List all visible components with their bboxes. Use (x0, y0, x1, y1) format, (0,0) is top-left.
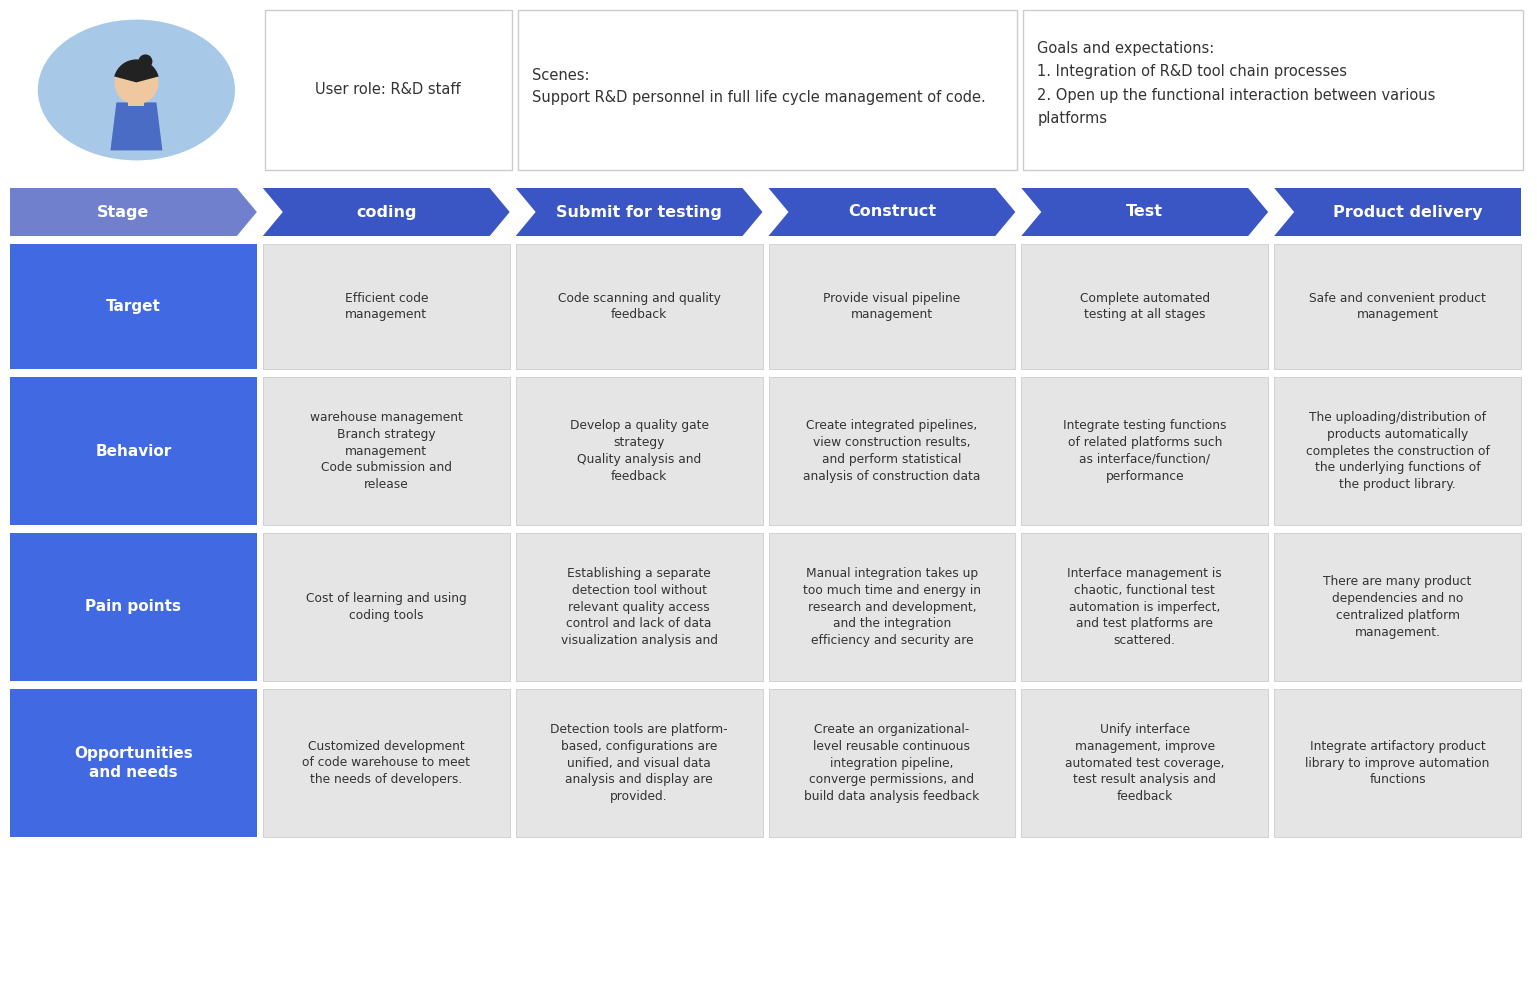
Text: Test: Test (1127, 204, 1164, 219)
Bar (1021, 377, 1268, 525)
Bar (518, 10, 1017, 170)
Bar (11, 377, 257, 525)
Text: Interface management is
chaotic, functional test
automation is imperfect,
and te: Interface management is chaotic, functio… (1067, 567, 1222, 647)
Text: Develop a quality gate
strategy
Quality analysis and
feedback: Develop a quality gate strategy Quality … (570, 420, 709, 483)
Text: Provide visual pipeline
management: Provide visual pipeline management (824, 292, 961, 321)
Bar (11, 244, 257, 369)
Bar (263, 244, 510, 369)
Circle shape (114, 60, 158, 104)
Text: Establishing a separate
detection tool without
relevant quality access
control a: Establishing a separate detection tool w… (561, 567, 718, 647)
Bar (1021, 689, 1268, 837)
Bar (516, 244, 762, 369)
Polygon shape (263, 188, 510, 236)
Text: There are many product
dependencies and no
centralized platform
management.: There are many product dependencies and … (1323, 575, 1472, 639)
Text: Cost of learning and using
coding tools: Cost of learning and using coding tools (306, 592, 467, 622)
Bar (516, 689, 762, 837)
Text: Create integrated pipelines,
view construction results,
and perform statistical
: Create integrated pipelines, view constr… (804, 420, 981, 483)
Text: Target: Target (106, 299, 161, 314)
Text: Integrate testing functions
of related platforms such
as interface/function/
per: Integrate testing functions of related p… (1064, 420, 1227, 483)
Polygon shape (11, 188, 257, 236)
Text: Unify interface
management, improve
automated test coverage,
test result analysi: Unify interface management, improve auto… (1065, 723, 1225, 803)
Text: Behavior: Behavior (95, 443, 172, 458)
Text: warehouse management
Branch strategy
management
Code submission and
release: warehouse management Branch strategy man… (310, 411, 463, 492)
Bar (264, 10, 512, 170)
Bar (1274, 533, 1522, 681)
Text: The uploading/distribution of
products automatically
completes the construction : The uploading/distribution of products a… (1305, 411, 1489, 492)
Text: Complete automated
testing at all stages: Complete automated testing at all stages (1079, 292, 1210, 321)
Bar (263, 377, 510, 525)
Bar (1024, 10, 1523, 170)
Text: Opportunities
and needs: Opportunities and needs (74, 746, 192, 781)
Text: Pain points: Pain points (86, 600, 181, 614)
Text: Detection tools are platform-
based, configurations are
unified, and visual data: Detection tools are platform- based, con… (550, 723, 729, 803)
Bar (1274, 244, 1522, 369)
Polygon shape (768, 188, 1016, 236)
Text: Efficient code
management: Efficient code management (344, 292, 427, 321)
Bar (1021, 244, 1268, 369)
Bar (1274, 689, 1522, 837)
Bar (263, 689, 510, 837)
Polygon shape (1274, 188, 1522, 236)
Polygon shape (111, 102, 163, 150)
Text: Safe and convenient product
management: Safe and convenient product management (1310, 292, 1486, 321)
Text: Scenes:
Support R&D personnel in full life cycle management of code.: Scenes: Support R&D personnel in full li… (532, 68, 985, 105)
Bar (768, 377, 1016, 525)
Text: Construct: Construct (848, 204, 936, 219)
Bar (11, 689, 257, 837)
Polygon shape (516, 188, 762, 236)
Bar (11, 533, 257, 681)
Polygon shape (1021, 188, 1268, 236)
Text: Manual integration takes up
too much time and energy in
research and development: Manual integration takes up too much tim… (802, 567, 981, 647)
Circle shape (138, 54, 152, 69)
Text: coding: coding (357, 204, 417, 219)
Bar (768, 533, 1016, 681)
Bar (1274, 377, 1522, 525)
Bar (768, 689, 1016, 837)
Text: Product delivery: Product delivery (1333, 204, 1482, 219)
Text: Customized development
of code warehouse to meet
the needs of developers.: Customized development of code warehouse… (303, 739, 470, 786)
Text: Create an organizational-
level reusable continuous
integration pipeline,
conver: Create an organizational- level reusable… (804, 723, 979, 803)
Bar (768, 244, 1016, 369)
Text: Submit for testing: Submit for testing (556, 204, 722, 219)
Ellipse shape (38, 20, 235, 160)
Text: Goals and expectations:
1. Integration of R&D tool chain processes
2. Open up th: Goals and expectations: 1. Integration o… (1037, 41, 1436, 126)
Bar (129, 94, 144, 106)
Wedge shape (114, 59, 158, 83)
Bar (263, 533, 510, 681)
Bar (1021, 533, 1268, 681)
Text: Stage: Stage (97, 204, 149, 219)
Text: Integrate artifactory product
library to improve automation
functions: Integrate artifactory product library to… (1305, 739, 1489, 786)
Text: User role: R&D staff: User role: R&D staff (315, 83, 461, 97)
Bar (516, 533, 762, 681)
Bar (516, 377, 762, 525)
Text: Code scanning and quality
feedback: Code scanning and quality feedback (558, 292, 721, 321)
